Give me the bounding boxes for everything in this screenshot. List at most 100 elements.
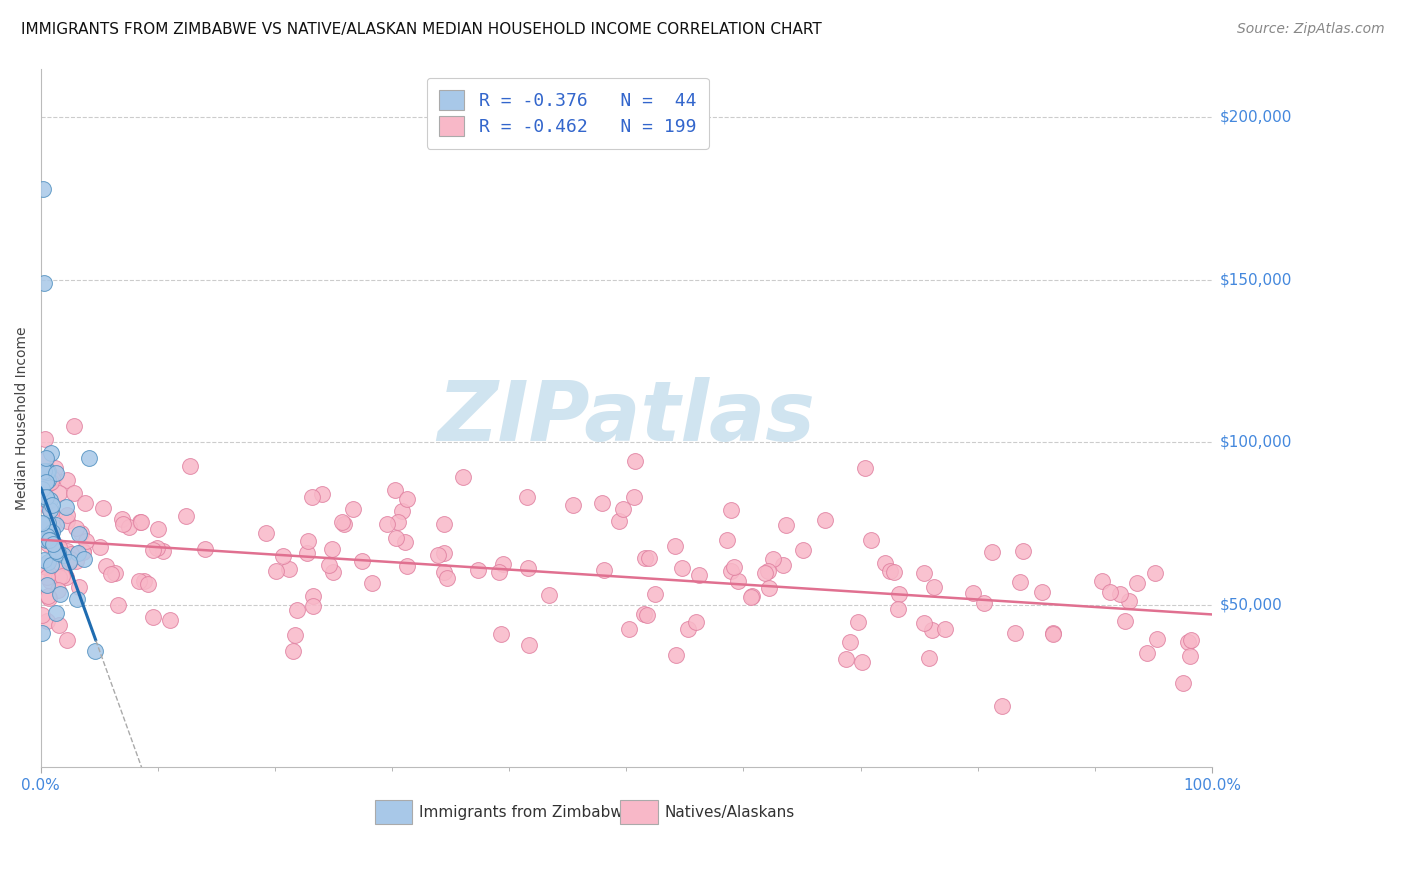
Point	[851, 655, 873, 669]
Point	[517, 638, 540, 652]
Point	[38, 574, 60, 588]
Point	[1177, 635, 1199, 649]
Point	[741, 590, 763, 604]
Point	[35, 468, 58, 483]
Point	[38, 526, 60, 541]
Point	[59, 552, 82, 566]
Point	[934, 622, 956, 636]
Point	[55, 514, 77, 528]
Point	[433, 546, 456, 560]
Point	[1099, 585, 1122, 599]
Point	[38, 503, 60, 517]
Point	[912, 566, 935, 581]
Point	[37, 537, 59, 551]
Point	[433, 517, 456, 532]
Point	[396, 491, 419, 506]
Point	[591, 495, 613, 509]
Point	[65, 521, 87, 535]
Point	[100, 567, 122, 582]
Point	[678, 623, 700, 637]
Point	[35, 533, 58, 548]
Point	[758, 582, 780, 596]
Point	[38, 591, 60, 606]
Point	[142, 610, 165, 624]
Point	[311, 486, 333, 500]
Point	[839, 634, 862, 648]
Point	[49, 587, 72, 601]
Text: $50,000: $50,000	[1220, 597, 1282, 612]
Point	[623, 490, 645, 504]
Point	[295, 546, 318, 560]
Point	[56, 544, 79, 558]
Point	[179, 458, 201, 473]
Point	[385, 531, 408, 545]
Point	[427, 548, 450, 562]
Point	[31, 516, 53, 530]
Point	[665, 648, 688, 662]
Point	[35, 615, 58, 629]
Point	[607, 514, 630, 528]
Point	[433, 566, 456, 580]
Point	[873, 556, 896, 570]
Point	[34, 557, 56, 571]
Point	[56, 508, 79, 522]
Point	[1173, 676, 1195, 690]
Point	[118, 520, 141, 534]
Point	[451, 470, 474, 484]
Point	[134, 574, 156, 589]
Point	[39, 475, 62, 489]
Point	[846, 615, 869, 629]
Point	[918, 650, 941, 665]
Point	[467, 562, 489, 576]
Point	[859, 533, 882, 547]
Point	[835, 652, 858, 666]
Point	[538, 588, 561, 602]
Point	[49, 557, 72, 571]
Point	[517, 561, 540, 575]
Point	[973, 596, 995, 610]
Point	[1178, 648, 1201, 663]
Point	[136, 576, 159, 591]
Point	[72, 543, 94, 558]
Point	[489, 626, 512, 640]
Point	[37, 589, 59, 603]
Point	[146, 541, 169, 556]
Point	[37, 494, 59, 508]
Point	[37, 516, 59, 531]
Point	[96, 559, 118, 574]
Point	[41, 499, 63, 513]
Point	[727, 574, 749, 588]
Point	[41, 537, 63, 551]
Point	[37, 533, 59, 548]
Point	[281, 644, 304, 658]
Point	[73, 551, 96, 566]
Point	[34, 276, 56, 290]
Point	[46, 540, 69, 554]
Point	[42, 469, 65, 483]
Point	[31, 559, 53, 574]
Point	[35, 578, 58, 592]
Text: $200,000: $200,000	[1220, 110, 1292, 125]
Point	[66, 591, 89, 606]
Point	[59, 547, 82, 561]
Point	[45, 606, 67, 620]
Point	[360, 576, 382, 591]
Point	[32, 465, 55, 479]
Point	[35, 529, 58, 543]
Point	[66, 546, 89, 560]
Point	[688, 567, 710, 582]
Point	[723, 559, 745, 574]
Point	[921, 623, 943, 637]
Text: Natives/Alaskans: Natives/Alaskans	[665, 805, 796, 820]
Point	[37, 555, 59, 569]
Point	[58, 555, 80, 569]
Text: Immigrants from Zimbabwe: Immigrants from Zimbabwe	[419, 805, 633, 820]
Point	[56, 632, 79, 647]
Text: Source: ZipAtlas.com: Source: ZipAtlas.com	[1237, 22, 1385, 37]
Point	[387, 515, 409, 529]
Point	[104, 566, 127, 580]
Point	[45, 517, 67, 532]
Point	[35, 451, 58, 466]
Point	[37, 464, 59, 478]
Point	[159, 613, 181, 627]
